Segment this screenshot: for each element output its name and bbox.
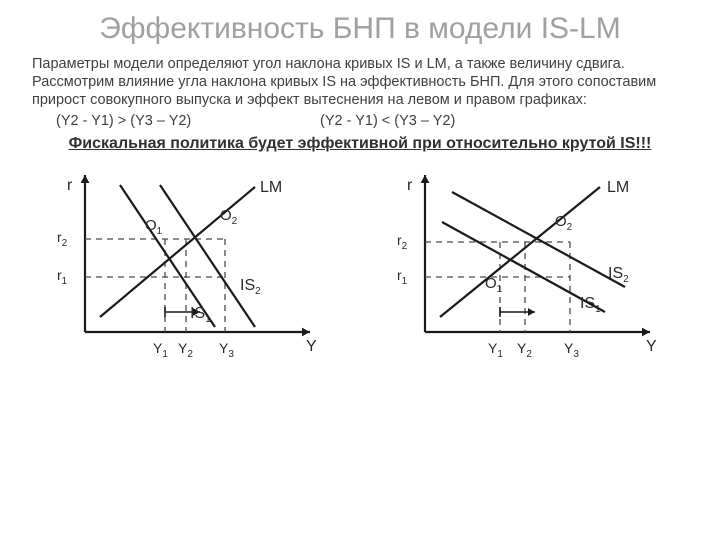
ineq-left: (Y2 - Y1) > (Y3 – Y2): [56, 113, 316, 129]
tick-r1: r1: [397, 267, 407, 287]
label-O1: O1: [485, 275, 502, 295]
tick-Y1: Y1: [153, 340, 168, 360]
label-IS1: IS1: [580, 295, 601, 315]
label-IS2: IS2: [240, 277, 261, 297]
label-IS2: IS2: [608, 265, 629, 285]
label-LM: LM: [607, 179, 629, 197]
tick-r2: r2: [57, 229, 67, 249]
charts-container: r Yr2 r1 Y1 Y2 Y3 LM IS1 IS2 O1 O2 r Yr2 r1 Y1 Y2 Y3 LM I…: [0, 157, 720, 387]
tick-Y3: Y3: [564, 340, 579, 360]
chart-right: r Yr2 r1 Y1 Y2 Y3 LM IS1 IS2 O1 O2: [370, 157, 690, 387]
label-O2: O2: [555, 213, 572, 233]
conclusion: Фискальная политика будет эффективной пр…: [0, 133, 720, 157]
axis-Y: Y: [306, 338, 317, 356]
label-O2: O2: [220, 207, 237, 227]
axis-r: r: [407, 177, 412, 195]
axis-r: r: [67, 177, 72, 195]
chart-left: r Yr2 r1 Y1 Y2 Y3 LM IS1 IS2 O1 O2: [30, 157, 350, 387]
tick-Y1: Y1: [488, 340, 503, 360]
inequality-row: (Y2 - Y1) > (Y3 – Y2) (Y2 - Y1) < (Y3 – …: [0, 109, 720, 133]
tick-Y3: Y3: [219, 340, 234, 360]
label-O1: O1: [145, 217, 162, 237]
slide-title: Эффективность БНП в модели IS-LM: [0, 0, 720, 53]
tick-r2: r2: [397, 232, 407, 252]
tick-Y2: Y2: [517, 340, 532, 360]
paragraph: Параметры модели определяют угол наклона…: [0, 53, 720, 109]
axis-Y: Y: [646, 338, 657, 356]
label-LM: LM: [260, 179, 282, 197]
tick-r1: r1: [57, 267, 67, 287]
tick-Y2: Y2: [178, 340, 193, 360]
label-IS1: IS1: [190, 305, 211, 325]
ineq-right: (Y2 - Y1) < (Y3 – Y2): [320, 113, 455, 129]
